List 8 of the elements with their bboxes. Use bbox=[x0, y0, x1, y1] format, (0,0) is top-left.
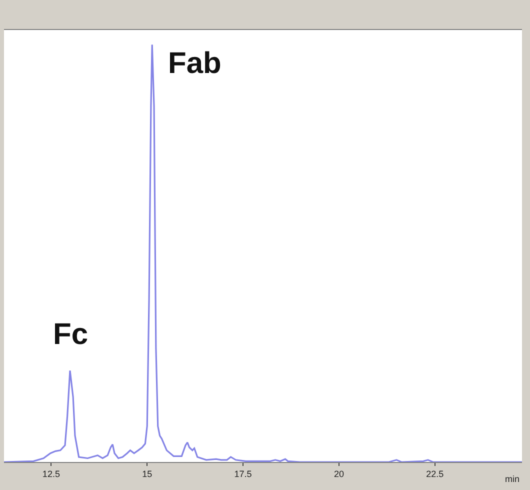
x-axis-title: min bbox=[505, 474, 520, 484]
annotation: Fc bbox=[53, 318, 88, 351]
x-tick-label: 20 bbox=[334, 468, 344, 479]
x-tick-label: 15 bbox=[142, 468, 152, 479]
x-tick-label: 17.5 bbox=[234, 468, 252, 479]
x-tick-label: 12.5 bbox=[42, 468, 60, 479]
x-tick-label: 22.5 bbox=[426, 468, 444, 479]
annotation: Fab bbox=[168, 47, 222, 80]
